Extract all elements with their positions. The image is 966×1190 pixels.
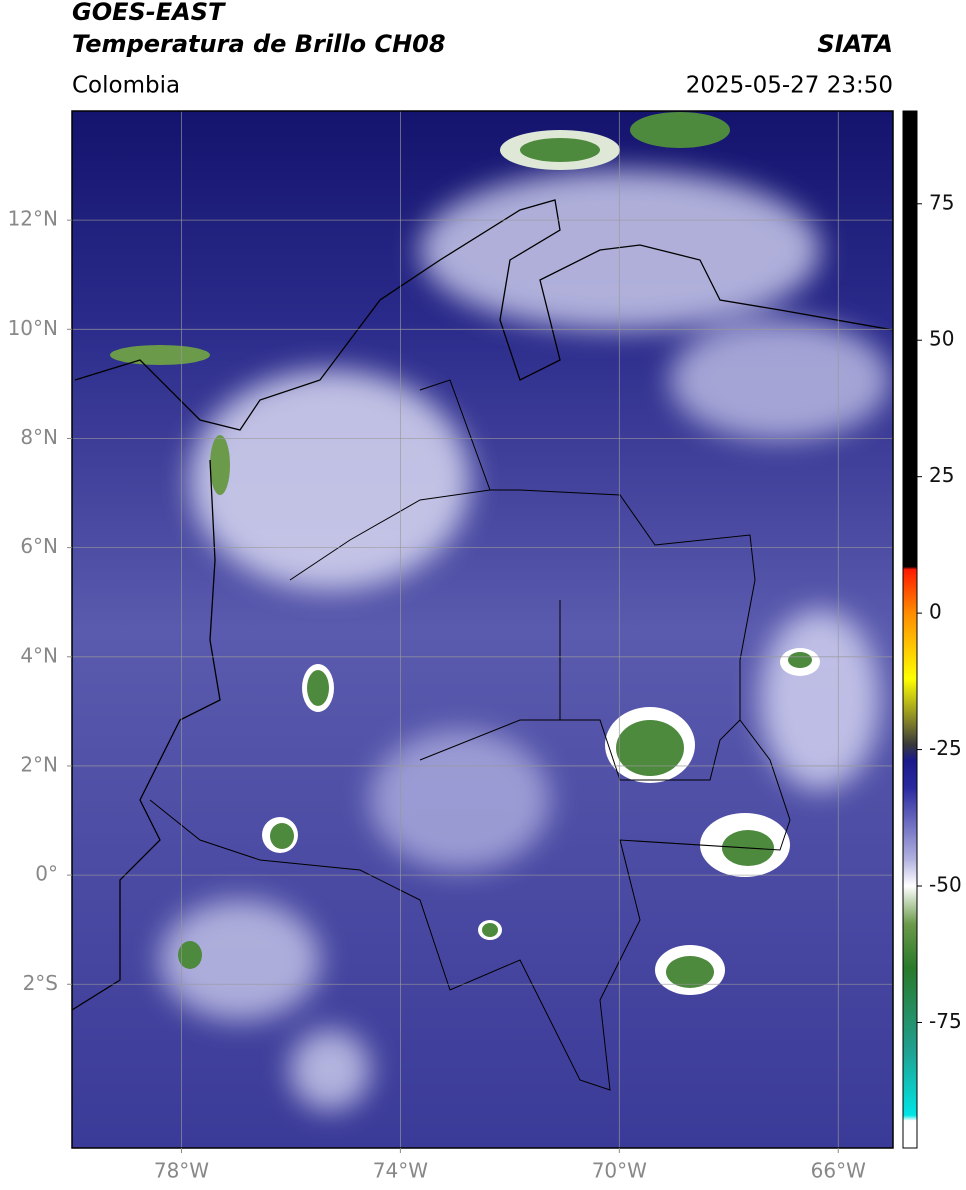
colorbar-tick-label: 75 [929, 190, 954, 214]
y-tick-label: 12°N [8, 207, 58, 231]
y-tick-label: 2°S [23, 971, 58, 995]
y-tick-label: 6°N [20, 534, 58, 558]
y-tick-label: 0° [35, 862, 58, 886]
region: Colombia [72, 73, 180, 99]
x-tick-label: 66°W [811, 1159, 866, 1183]
borders [149, 379, 791, 1091]
x-tick-label: 78°W [154, 1159, 209, 1183]
colorbar-tick-label: 25 [929, 463, 954, 487]
graticule [72, 111, 893, 1148]
y-tick-label: 4°N [20, 643, 58, 667]
colorbar-tick-label: 50 [929, 327, 954, 351]
title-line1: GOES-EAST [72, 0, 226, 26]
colorbar-tick-label: -25 [929, 736, 962, 760]
datetime: 2025-05-27 23:50 [686, 73, 893, 99]
y-tick-label: 8°N [20, 425, 58, 449]
colorbar-tick-label: 0 [929, 600, 942, 624]
x-tick-label: 70°W [592, 1159, 647, 1183]
y-tick-label: 2°N [20, 752, 58, 776]
map-frame [71, 110, 894, 1149]
source: SIATA [817, 30, 893, 58]
satellite-image [72, 111, 893, 1148]
colorbar [902, 110, 918, 1149]
title-line2: Temperatura de Brillo CH08 [72, 30, 446, 58]
coastline [72, 199, 893, 1011]
colorbar-tick-label: -50 [929, 873, 962, 897]
colorbar-tick-label: -75 [929, 1009, 962, 1033]
x-tick-label: 74°W [373, 1159, 428, 1183]
y-tick-label: 10°N [8, 316, 58, 340]
cold-cloud-tops [110, 112, 820, 995]
